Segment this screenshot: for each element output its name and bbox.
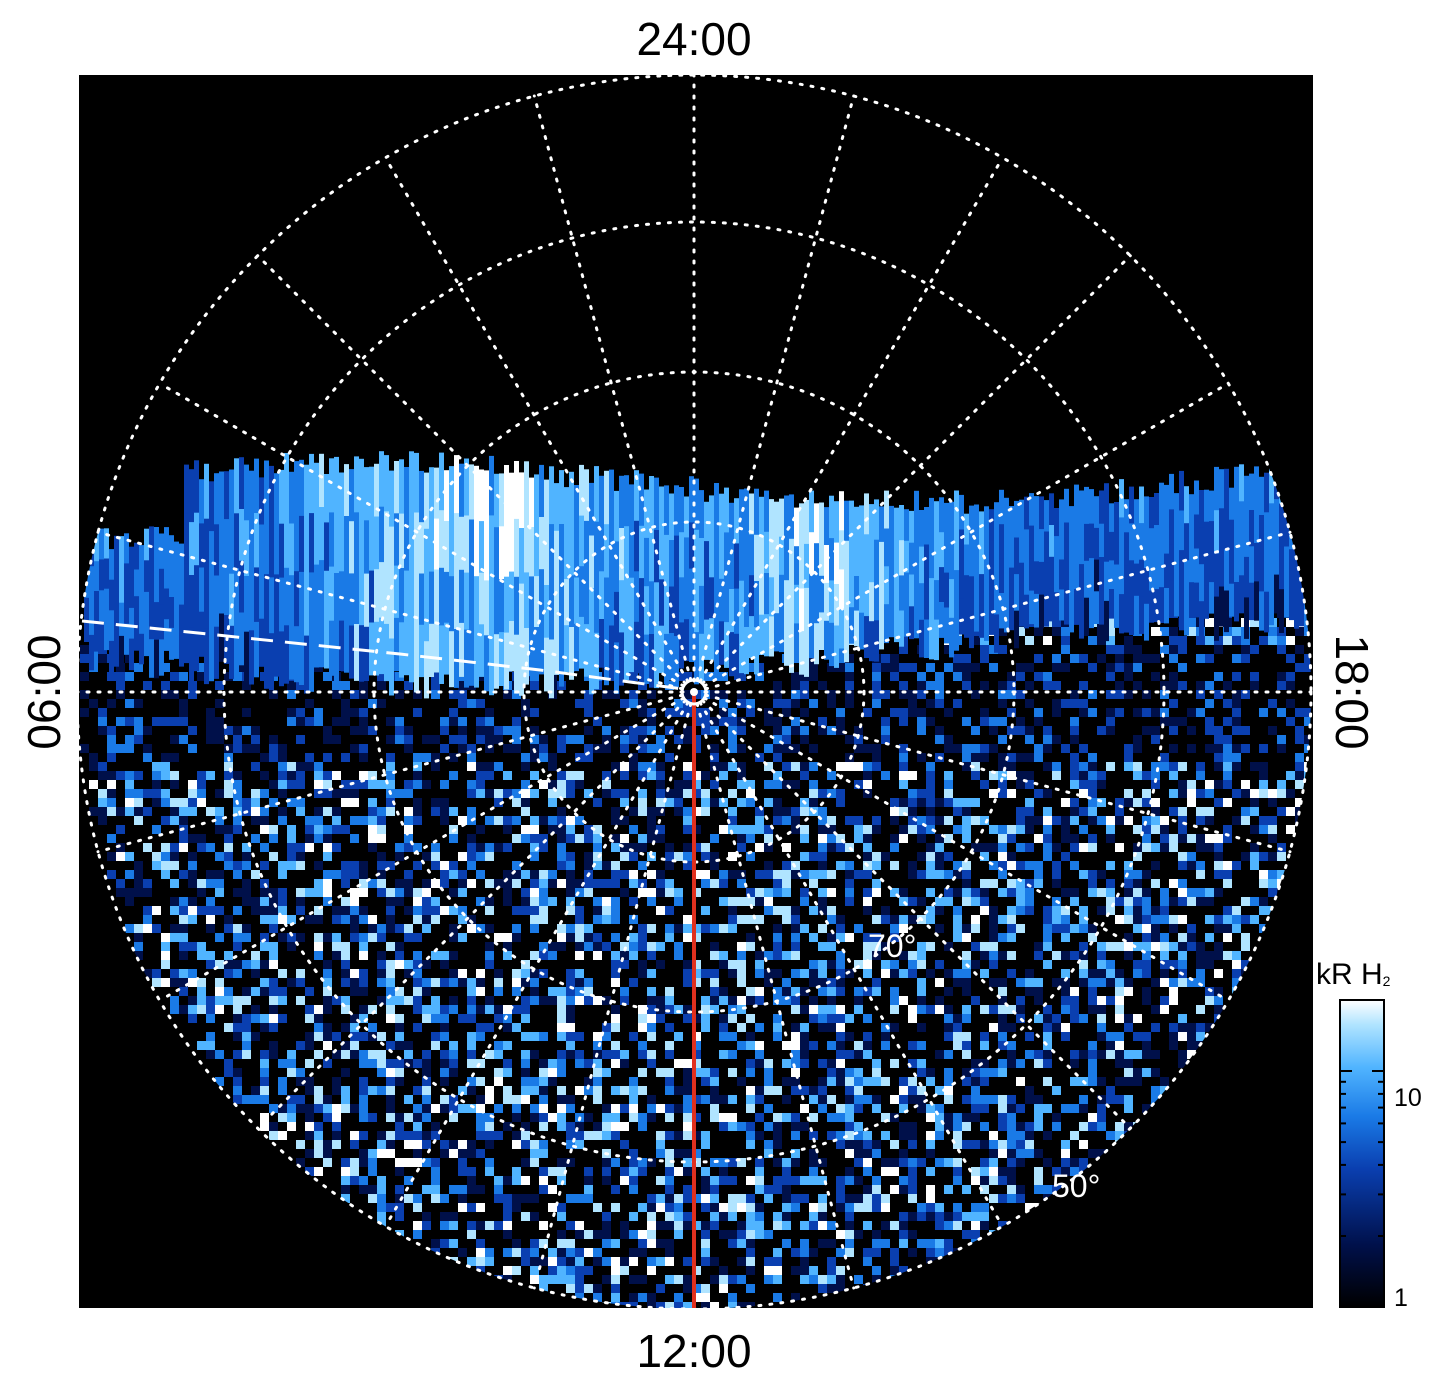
colorbar-title-subscript: 2 — [1382, 973, 1391, 989]
latitude-label-50: 50° — [1052, 1168, 1101, 1204]
terminator-dashed-line — [81, 619, 691, 692]
colorbar — [1339, 999, 1385, 1308]
pole-marker — [680, 678, 708, 706]
local-time-label-midnight: 24:00 — [636, 13, 752, 65]
local-time-label-noon: 12:00 — [636, 1325, 752, 1377]
local-time-label-dusk: 18:00 — [1326, 634, 1378, 750]
local-time-label-dawn: 06:00 — [18, 634, 70, 750]
colorbar-title-main: kR H — [1316, 958, 1383, 991]
colorbar-tick-1: 1 — [1394, 1284, 1408, 1312]
colorbar-minor-ticks — [1340, 999, 1384, 1237]
colorbar-tick-10: 10 — [1394, 1084, 1422, 1112]
pole-marker-dot — [690, 688, 698, 696]
colorbar-title: kR H2 — [1316, 960, 1390, 990]
latitude-label-70: 70° — [868, 928, 917, 964]
